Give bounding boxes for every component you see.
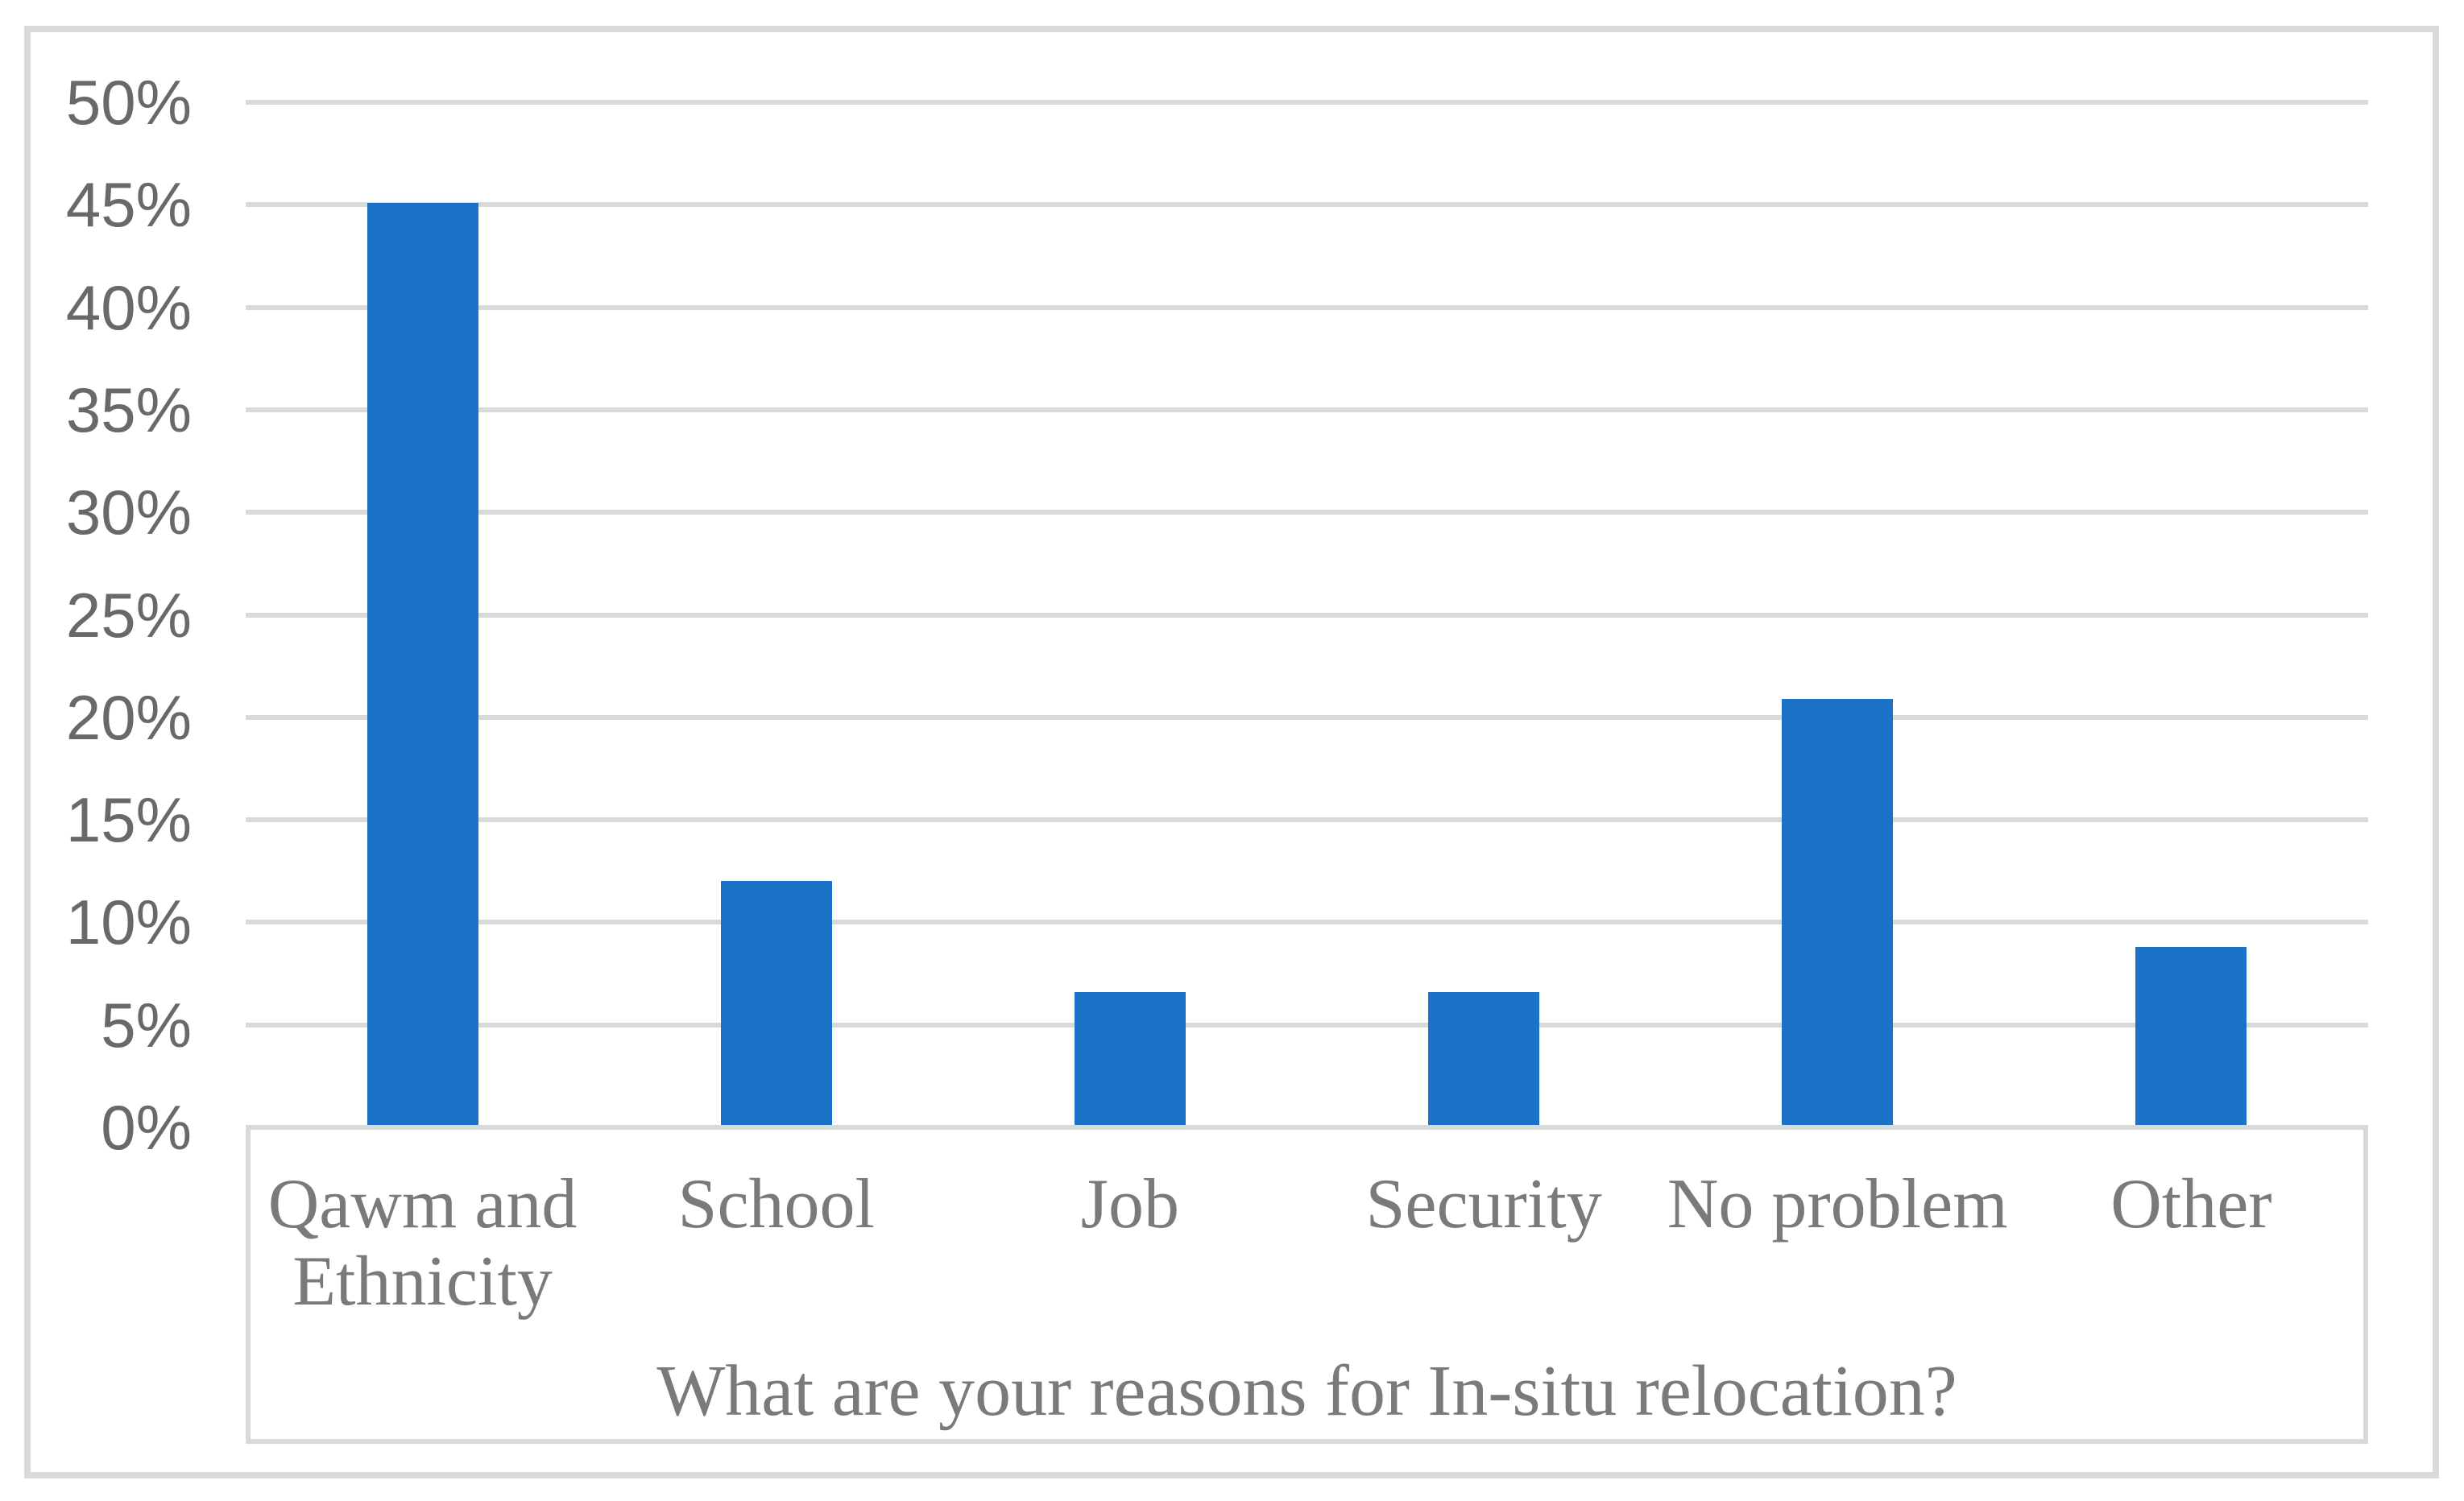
y-tick-label-15: 15%	[65, 784, 192, 856]
y-tick-label-30: 30%	[65, 477, 192, 548]
gridline-50	[246, 100, 2368, 105]
x-category-label-other: Other	[2110, 1165, 2272, 1243]
x-category-label-security: Security	[1365, 1165, 1602, 1243]
gridline-10	[246, 920, 2368, 925]
y-tick-label-25: 25%	[65, 579, 192, 651]
x-axis-line	[246, 1125, 2368, 1130]
y-tick-label-40: 40%	[65, 271, 192, 343]
gridline-15	[246, 817, 2368, 823]
x-category-label-school: School	[677, 1165, 875, 1243]
gridline-20	[246, 714, 2368, 720]
y-tick-label-10: 10%	[65, 887, 192, 958]
gridline-40	[246, 304, 2368, 310]
gridline-5	[246, 1022, 2368, 1028]
y-tick-label-45: 45%	[65, 169, 192, 241]
x-axis-title: What are your reasons for In-situ reloca…	[656, 1351, 1957, 1431]
gridline-35	[246, 407, 2368, 412]
x-axis-label-box	[246, 1127, 2368, 1444]
y-tick-label-5: 5%	[101, 989, 192, 1061]
bar-school	[720, 881, 832, 1127]
y-tick-label-20: 20%	[65, 681, 192, 753]
y-tick-label-0: 0%	[101, 1092, 192, 1163]
x-category-label-job: Job	[1080, 1165, 1180, 1243]
bar-job	[1074, 991, 1186, 1127]
y-tick-label-50: 50%	[65, 67, 192, 138]
gridline-25	[246, 612, 2368, 618]
gridline-45	[246, 202, 2368, 208]
x-category-label-no-problem: No problem	[1667, 1165, 2008, 1243]
x-category-label-qawm-and-ethnicity: Qawm and Ethnicity	[267, 1165, 578, 1321]
bar-qawm-and-ethnicity	[366, 202, 478, 1127]
bar-no-problem	[1782, 698, 1894, 1127]
bar-other	[2135, 946, 2247, 1127]
gridline-30	[246, 510, 2368, 515]
y-tick-label-35: 35%	[65, 374, 192, 445]
bar-security	[1428, 991, 1540, 1127]
